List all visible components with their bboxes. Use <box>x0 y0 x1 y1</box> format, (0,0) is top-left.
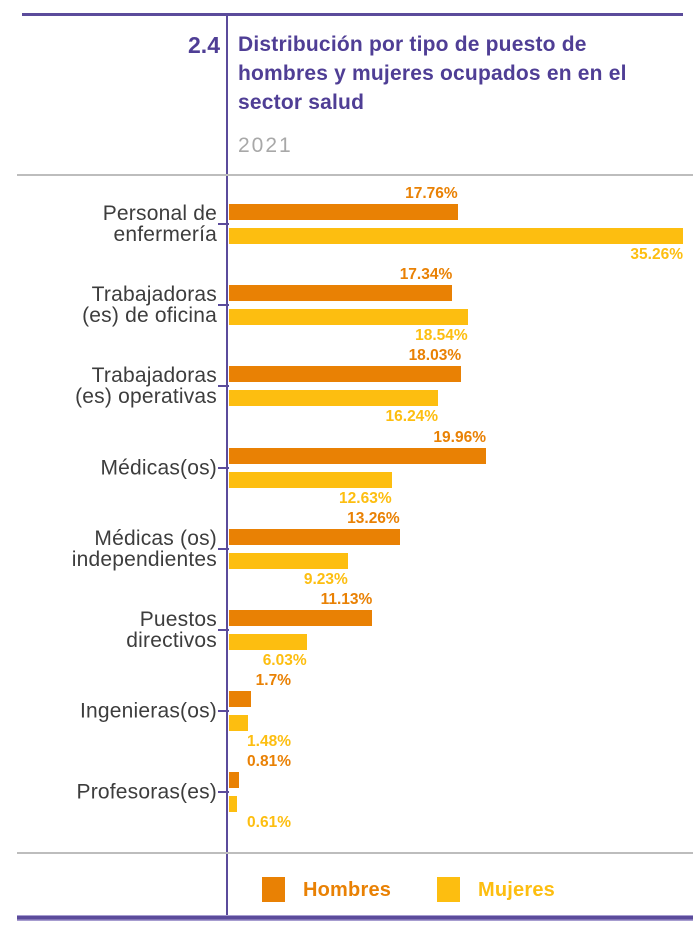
bar-hombres <box>229 528 400 545</box>
chart-row: Trabajadoras (es) de oficina 17.34% 18.54% <box>0 267 700 348</box>
category-label: Trabajadoras (es) de oficina <box>0 284 217 326</box>
bar-mujeres <box>229 309 468 326</box>
top-purple-rule <box>22 13 683 16</box>
chart-title-line-2: hombres y mujeres ocupados en en el <box>238 62 627 85</box>
category-label-line: independientes <box>71 547 217 571</box>
axis-tick <box>218 791 229 794</box>
bar-hombres <box>229 610 373 626</box>
category-label: Médicas(os) <box>0 457 217 478</box>
value-label-hombres: 11.13% <box>320 591 373 608</box>
category-label: Puestos directivos <box>0 609 217 651</box>
bottom-purple-rule <box>17 915 693 921</box>
category-label: Profesoras(es) <box>0 782 217 803</box>
value-label-mujeres: 0.61% <box>247 814 291 832</box>
value-label-mujeres: 9.23% <box>303 570 348 588</box>
axis-tick <box>218 710 229 713</box>
chart-title-line-1: Distribución por tipo de puesto de <box>238 33 587 56</box>
legend-swatch-mujeres <box>437 877 460 902</box>
category-label-line: Personal de <box>102 202 217 225</box>
category-label: Trabajadoras (es) operativas <box>0 365 217 407</box>
value-label-mujeres: 1.48% <box>247 733 291 751</box>
category-label-line: Puestos <box>139 608 217 631</box>
bar-hombres <box>229 447 486 464</box>
value-label-mujeres: 18.54% <box>415 327 468 345</box>
bar-hombres <box>229 285 453 302</box>
category-label-line: directivos <box>126 629 217 652</box>
legend-label-hombres: Hombres <box>303 879 392 901</box>
category-label: Médicas (os) independientes <box>0 528 217 570</box>
category-label-line: Médicas (os) <box>94 526 217 550</box>
bar-mujeres <box>229 228 683 244</box>
chart-row: Puestos directivos 11.13% 6.03% <box>0 592 700 673</box>
chapter-number: 2.4 <box>188 32 220 58</box>
axis-tick <box>218 629 229 631</box>
bar-hombres <box>229 691 251 708</box>
footer-separator-rule <box>17 852 693 854</box>
value-label-mujeres: 16.24% <box>385 408 439 426</box>
legend-label-mujeres: Mujeres <box>478 879 555 901</box>
category-label-line: Trabajadoras <box>91 364 217 388</box>
value-label-hombres: 17.34% <box>399 266 453 284</box>
bar-mujeres <box>229 390 439 407</box>
chart-row: Profesoras(es) 0.81% 0.61% <box>0 754 700 835</box>
value-label-mujeres: 6.03% <box>262 652 307 669</box>
chart-row: Médicas (os) independientes 13.26% 9.23% <box>0 509 700 592</box>
category-label-line: (es) operativas <box>75 385 217 409</box>
chart-title-line-3: sector salud <box>238 91 365 114</box>
chart-row: Ingenieras(os) 1.7% 1.48% <box>0 673 700 754</box>
category-label-line: Ingenieras(os) <box>79 699 217 723</box>
category-label-line: enfermería <box>113 223 217 246</box>
category-label-line: Profesoras(es) <box>76 780 217 804</box>
category-label: Ingenieras(os) <box>0 701 217 722</box>
header-separator-rule <box>17 174 693 176</box>
axis-tick <box>218 466 229 469</box>
chart-row: Trabajadoras (es) operativas 18.03% 16.24% <box>0 348 700 429</box>
category-label-line: Médicas(os) <box>100 456 217 480</box>
bar-hombres <box>229 772 240 789</box>
bar-mujeres <box>229 552 348 569</box>
chart-area: Personal de enfermería 17.76% 35.26% Trabaja… <box>0 175 700 852</box>
value-label-hombres: 19.96% <box>433 428 486 446</box>
bar-hombres <box>229 204 458 220</box>
legend-swatch-hombres <box>262 877 285 902</box>
bar-mujeres <box>229 715 249 732</box>
chart-row: Personal de enfermería 17.76% 35.26% <box>0 186 700 267</box>
axis-tick <box>218 304 229 307</box>
axis-tick <box>218 547 229 550</box>
category-label-line: Trabajadoras <box>91 283 217 307</box>
value-label-hombres: 17.76% <box>405 185 458 202</box>
value-label-hombres: 1.7% <box>255 672 291 690</box>
bar-mujeres <box>229 796 237 813</box>
axis-tick <box>218 385 229 388</box>
category-label: Personal de enfermería <box>0 203 217 245</box>
chart-axis-line <box>226 13 228 919</box>
bar-mujeres <box>229 471 392 488</box>
axis-tick <box>218 223 229 225</box>
chart-row: Médicas(os) 19.96% 12.63% <box>0 428 700 511</box>
value-label-hombres: 0.81% <box>247 753 291 771</box>
value-label-hombres: 18.03% <box>408 347 462 365</box>
chart-title: Distribución por tipo de puesto de hombr… <box>238 30 688 117</box>
value-label-mujeres: 12.63% <box>339 489 392 507</box>
bar-hombres <box>229 366 462 383</box>
value-label-mujeres: 35.26% <box>630 246 683 263</box>
value-label-hombres: 13.26% <box>347 509 400 527</box>
bar-mujeres <box>229 634 307 650</box>
chart-year: 2021 <box>238 134 293 157</box>
category-label-line: (es) de oficina <box>82 304 217 328</box>
